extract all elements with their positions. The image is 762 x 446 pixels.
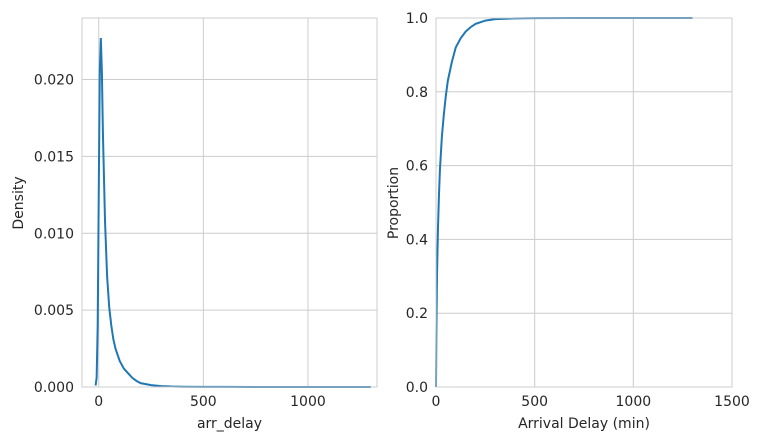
kde-x-tick-label: 500 [190,394,217,410]
ecdf-x-tick-label: 1000 [616,394,652,410]
ecdf-y-tick-label: 0.2 [406,306,428,322]
kde-y-tick-label: 0.010 [34,226,74,242]
kde-y-tick-labels: 0.000 0.005 0.010 0.015 0.020 [34,73,74,397]
kde-y-tick-label: 0.000 [34,380,74,396]
kde-x-tick-labels: 0 500 1000 [94,394,326,410]
ecdf-x-tick-label: 1500 [714,394,750,410]
ecdf-x-axis-label: Arrival Delay (min) [518,416,650,432]
ecdf-gridlines [435,17,733,388]
ecdf-y-tick-label: 1.0 [406,11,428,27]
kde-y-axis-label: Density [11,176,27,229]
kde-y-tick-label: 0.015 [34,149,74,165]
kde-plot-frame [81,17,378,388]
kde-x-tick-label: 1000 [290,394,326,410]
ecdf-proportion-line [435,17,693,388]
kde-panel: 0 500 1000 0.000 0.005 0.010 0.015 0.020 arr_d… [11,17,378,432]
ecdf-x-tick-label: 500 [521,394,548,410]
kde-gridlines [82,18,377,388]
kde-y-tick-label: 0.020 [34,73,74,89]
ecdf-panel: 0 500 1000 1500 0.0 0.2 0.4 0.6 0.8 1.0 Arrival … [386,11,750,432]
kde-x-tick-label: 0 [94,394,103,410]
kde-density-line [94,37,371,388]
ecdf-plot-frame [435,17,733,388]
ecdf-y-tick-label: 0.6 [406,159,428,175]
ecdf-y-tick-labels: 0.0 0.2 0.4 0.6 0.8 1.0 [406,11,428,396]
kde-x-axis-label: arr_delay [197,416,262,432]
ecdf-y-tick-label: 0.8 [406,85,428,101]
ecdf-y-tick-label: 0.4 [406,232,428,248]
ecdf-x-tick-label: 0 [432,394,441,410]
ecdf-x-tick-labels: 0 500 1000 1500 [432,394,750,410]
ecdf-y-axis-label: Proportion [386,167,402,239]
kde-y-tick-label: 0.005 [34,303,74,319]
ecdf-y-tick-label: 0.0 [406,380,428,396]
